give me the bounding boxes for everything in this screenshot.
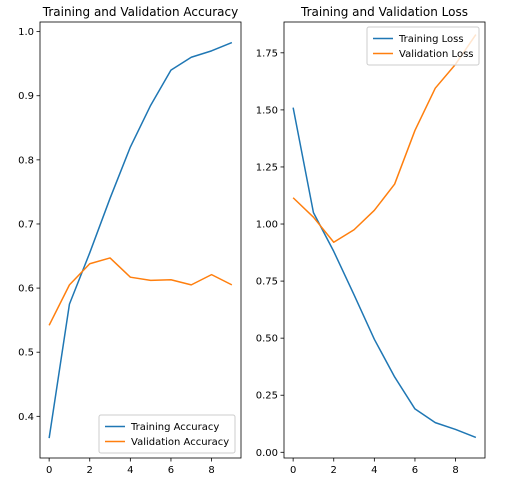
series-line-validation-accuracy [48, 257, 233, 326]
loss-chart-title: Training and Validation Loss [300, 5, 468, 19]
series-line-training-accuracy [48, 41, 233, 439]
loss-x-tick-label: 4 [371, 465, 377, 476]
loss-y-tick-label: 0.75 [256, 277, 278, 288]
accuracy-chart: Training and Validation Accuracy 0 2 4 6 8 0.… [18, 5, 242, 476]
accuracy-y-tick-label: 1.0 [18, 27, 34, 38]
loss-y-tick-label: 0.00 [256, 448, 278, 459]
accuracy-y-tick-label: 0.9 [18, 91, 34, 102]
series-line-training-loss [292, 107, 477, 439]
loss-axes-frame [283, 21, 486, 459]
loss-x-tick-label: 8 [452, 465, 458, 476]
legend-label-validation-loss: Validation Loss [399, 49, 474, 60]
loss-x-tick-label: 6 [412, 465, 418, 476]
accuracy-y-tick-label: 0.8 [18, 155, 34, 166]
loss-y-tick-label: 1.75 [256, 48, 278, 59]
loss-y-tick-label: 0.25 [256, 391, 278, 402]
legend-label-validation-accuracy: Validation Accuracy [131, 437, 229, 448]
loss-y-tick-label: 0.50 [256, 334, 278, 345]
loss-y-tick-label: 1.25 [256, 162, 278, 173]
loss-legend: Training Loss Validation Loss [366, 26, 480, 66]
loss-chart: Training and Validation Loss 0 2 4 6 8 0.00 0.… [256, 5, 486, 476]
loss-y-tick-label: 1.50 [256, 105, 278, 116]
loss-x-tick-label: 2 [331, 465, 337, 476]
loss-y-tick-label: 1.00 [256, 220, 278, 231]
accuracy-legend: Training Accuracy Validation Accuracy [98, 414, 236, 454]
accuracy-y-tick-label: 0.7 [18, 219, 34, 230]
accuracy-chart-title: Training and Validation Accuracy [42, 5, 238, 19]
accuracy-y-tick-label: 0.6 [18, 284, 34, 295]
loss-plot-area: 0 2 4 6 8 0.00 0.25 0.50 0.75 1.00 1.25 1.50 1.75 [256, 21, 486, 476]
accuracy-y-tick-label: 0.5 [18, 348, 34, 359]
loss-x-tick-label: 0 [290, 465, 296, 476]
accuracy-y-tick-label: 0.4 [18, 412, 34, 423]
accuracy-x-tick-label: 0 [46, 465, 52, 476]
accuracy-x-tick-label: 2 [87, 465, 93, 476]
legend-label-training-accuracy: Training Accuracy [130, 422, 219, 433]
accuracy-x-tick-label: 6 [168, 465, 174, 476]
accuracy-x-tick-label: 4 [127, 465, 133, 476]
legend-label-training-loss: Training Loss [398, 34, 464, 45]
series-line-validation-loss [292, 34, 477, 244]
accuracy-x-tick-label: 8 [208, 465, 214, 476]
accuracy-axes-frame [39, 21, 242, 459]
loss-legend-box [366, 26, 480, 66]
accuracy-plot-area: 0 2 4 6 8 0.4 0.5 0.6 0.7 0.8 0.9 1.0 [18, 21, 242, 476]
accuracy-legend-box [98, 414, 236, 454]
